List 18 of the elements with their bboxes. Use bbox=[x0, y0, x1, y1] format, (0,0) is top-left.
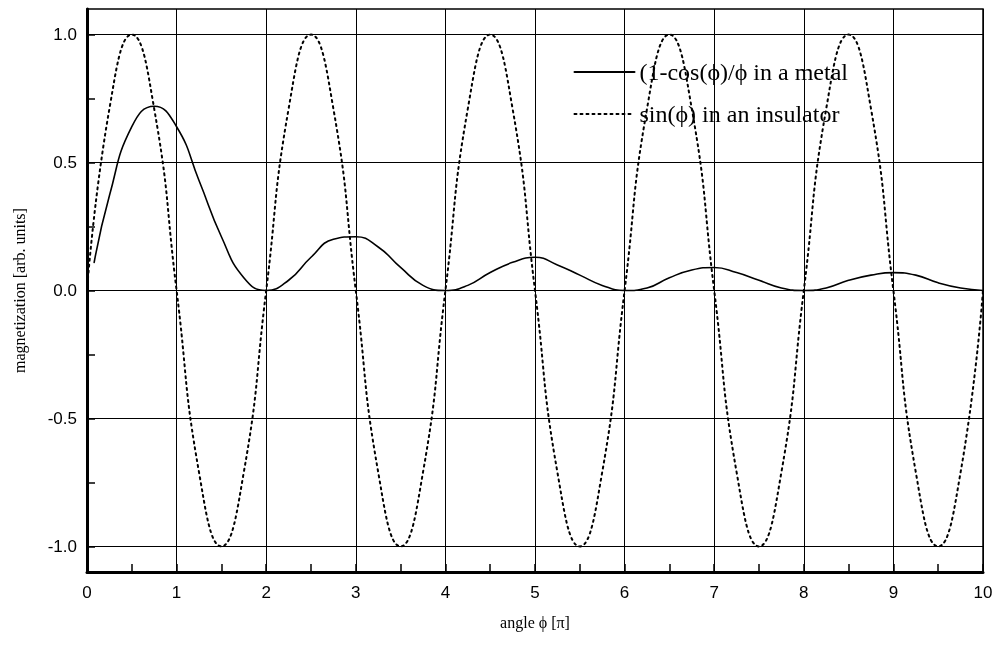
x-axis-title: angle ϕ [π] bbox=[500, 613, 570, 632]
y-tick-label: 0.0 bbox=[53, 281, 77, 300]
x-tick-label: 4 bbox=[440, 583, 451, 602]
y-tick-label: 1.0 bbox=[53, 25, 77, 45]
y-axis-title: magnetization [arb. units] bbox=[10, 208, 29, 373]
y-tick-label: 0.5 bbox=[53, 153, 77, 173]
x-tick-label: 2 bbox=[261, 583, 271, 602]
x-tick-label: 1 bbox=[171, 583, 182, 602]
x-tick-label: 8 bbox=[799, 583, 809, 602]
x-tick-label: 9 bbox=[888, 583, 899, 602]
x-tick-label: 3 bbox=[351, 583, 361, 602]
x-tick-label: 7 bbox=[709, 583, 719, 602]
y-tick-label: -1.0 bbox=[47, 536, 77, 556]
x-tick-label: 5 bbox=[530, 583, 540, 602]
x-tick-label: 6 bbox=[619, 583, 630, 602]
x-tick-label: 0 bbox=[82, 583, 92, 602]
y-tick-label: -0.5 bbox=[47, 408, 77, 428]
x-tick-label: 10 bbox=[973, 583, 993, 602]
